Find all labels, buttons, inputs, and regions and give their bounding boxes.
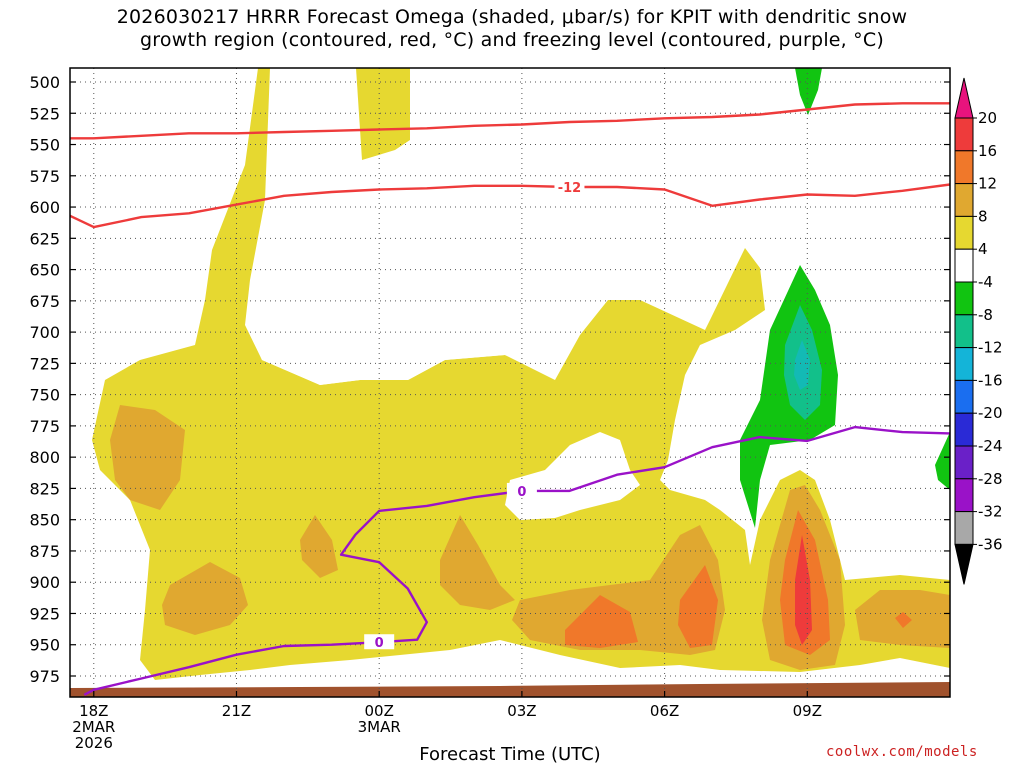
x-tick-label: 09Z	[793, 702, 822, 720]
colorbar-segment	[954, 117, 974, 152]
colorbar-segment	[954, 347, 974, 381]
y-tick-label: 575	[29, 167, 60, 186]
colorbar-segment	[954, 281, 974, 316]
x-tick-label: 2026	[75, 734, 113, 752]
omega-shade-orange-3	[300, 515, 338, 578]
y-tick-label: 525	[29, 104, 60, 123]
omega-shade-clear-right	[505, 432, 640, 520]
colorbar-segment	[954, 379, 974, 414]
colorbar-label: -4	[978, 273, 993, 291]
title-line-1: 2026030217 HRRR Forecast Omega (shaded, …	[116, 6, 908, 28]
y-tick-label: 750	[29, 386, 60, 405]
contour-line	[70, 102, 950, 140]
omega-shade-orange-deep-4	[895, 612, 912, 628]
x-axis-label: Forecast Time (UTC)	[419, 744, 601, 765]
y-tick-label: 825	[29, 479, 60, 498]
y-tick-label: 700	[29, 323, 60, 342]
chart-title: 2026030217 HRRR Forecast Omega (shaded, …	[0, 6, 1024, 52]
omega-shade-clear-mid	[248, 285, 560, 385]
colorbar-label: -32	[978, 503, 1003, 521]
omega-shade-cyan	[794, 340, 810, 390]
plot-frame	[69, 67, 951, 698]
y-tick-label: 950	[29, 636, 60, 655]
omega-shade-orange-2	[162, 562, 248, 635]
y-tick-label: 650	[29, 261, 60, 280]
omega-shade-green-2	[795, 68, 822, 115]
x-tick-label: 03Z	[507, 702, 536, 720]
colorbar-segment	[954, 150, 974, 185]
omega-shade-yellow-main	[92, 68, 950, 680]
y-tick-label: 775	[29, 417, 60, 436]
x-tick-label: 00Z	[365, 702, 394, 720]
omega-shade-orange-deep-1	[565, 595, 638, 648]
colorbar-label: -20	[978, 404, 1003, 422]
colorbar-segment	[954, 314, 974, 349]
omega-shade-orange-4	[440, 515, 515, 610]
colorbar-label: -8	[978, 306, 993, 324]
x-tick-label: 2MAR	[72, 718, 115, 736]
contour-label-minus12: -12	[558, 181, 582, 196]
y-tick-label: 800	[29, 448, 60, 467]
colorbar-label: -28	[978, 470, 1003, 488]
colorbar-label: 20	[978, 109, 997, 127]
colorbar-label: -24	[978, 437, 1003, 455]
y-tick-label: 925	[29, 604, 60, 623]
colorbar-label: 8	[978, 207, 988, 225]
y-tick-label: 550	[29, 136, 60, 155]
colorbar-bottom-arrow	[954, 543, 974, 585]
y-tick-label: 625	[29, 229, 60, 248]
colorbar-segment	[954, 478, 974, 513]
colorbar-segment	[954, 248, 974, 283]
contour-label-zero-upper-bg	[506, 482, 537, 498]
omega-shade-orange-1	[110, 405, 185, 510]
colorbar: 20 16 12 8 4 -4 -8 -12 -16 -20 -24 -28 -32 -36	[954, 77, 1003, 585]
y-tick-label: 675	[29, 292, 60, 311]
y-tick-label: 500	[29, 73, 60, 92]
colorbar-top-arrow	[954, 77, 974, 119]
omega-shade-orange-deep-2	[678, 565, 718, 648]
colorbar-segment	[954, 412, 974, 447]
y-tick-label: 875	[29, 542, 60, 561]
y-tick-label: 725	[29, 354, 60, 373]
contour-line	[83, 425, 950, 696]
x-tick-label: 21Z	[222, 702, 251, 720]
colorbar-label: -16	[978, 371, 1003, 389]
contour-label-zero-upper: 0	[517, 485, 526, 500]
credit-text: coolwx.com/models	[826, 744, 978, 760]
omega-shading	[92, 68, 950, 680]
contours: -12 0 0	[70, 102, 950, 696]
x-tick-label: 3MAR	[358, 718, 401, 736]
x-tick-label: 06Z	[650, 702, 679, 720]
colorbar-segment	[954, 511, 974, 545]
omega-shade-green-3	[935, 432, 950, 490]
y-axis: 500 525 550 575 600 625 650 675 700 725 750 775 800 8…	[29, 73, 950, 686]
omega-shade-orange-5	[512, 525, 725, 655]
ground-surface	[70, 682, 950, 697]
colorbar-segment	[954, 215, 974, 250]
colorbar-label: 4	[978, 240, 988, 258]
x-tick-label: 18Z	[79, 702, 108, 720]
y-tick-label: 900	[29, 573, 60, 592]
colorbar-label: 12	[978, 175, 997, 193]
y-tick-label: 850	[29, 511, 60, 530]
y-tick-label: 975	[29, 667, 60, 686]
contour-label-minus12-bg	[554, 179, 585, 195]
colorbar-label: 16	[978, 142, 997, 160]
contour-label-zero-lower: 0	[375, 636, 384, 651]
colorbar-label: -36	[978, 535, 1003, 553]
y-tick-label: 600	[29, 198, 60, 217]
omega-shade-yellow-top	[356, 68, 410, 160]
title-line-2: growth region (contoured, red, °C) and f…	[140, 29, 884, 51]
colorbar-label: -12	[978, 339, 1003, 357]
colorbar-segment	[954, 183, 974, 217]
contour-label-zero-lower-bg	[364, 634, 395, 650]
omega-shade-red	[795, 535, 812, 645]
contour-line	[70, 183, 950, 229]
colorbar-segment	[954, 445, 974, 480]
